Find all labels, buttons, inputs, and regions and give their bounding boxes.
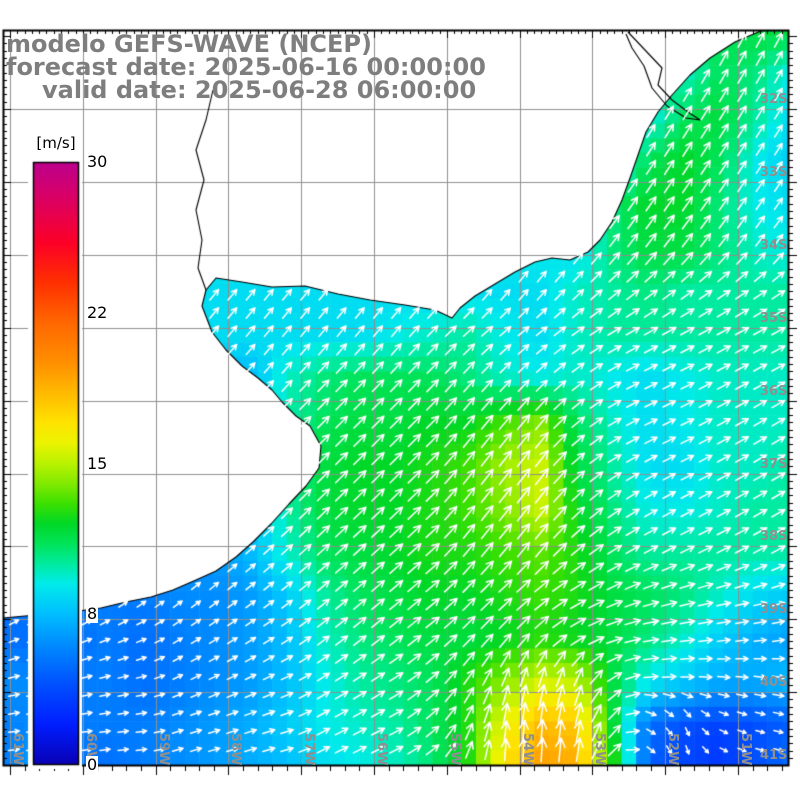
lat-axis-label: 37S	[760, 456, 788, 472]
lat-axis-label: 32S	[760, 92, 788, 107]
colorbar-tick-label: 15	[86, 453, 109, 473]
lon-axis-label: 55W	[446, 733, 462, 766]
lat-axis-label: 38S	[760, 529, 788, 545]
lon-axis-label: 59W	[155, 733, 171, 766]
lon-axis-label: 51W	[738, 733, 753, 766]
forecast-date-label: forecast date: 2025-06-16 00:00:00	[6, 53, 486, 81]
lon-axis-label: 57W	[301, 733, 317, 766]
colorbar-tick-label: 0	[86, 755, 99, 774]
colorbar-tick-label: 8	[86, 604, 99, 624]
lat-axis-label: 36S	[760, 383, 788, 399]
lon-axis-label: 52W	[665, 733, 681, 766]
valid-date-label: valid date: 2025-06-28 06:00:00	[42, 76, 477, 104]
colorbar-unit-label: [m/s]	[36, 134, 76, 152]
lon-axis-label: 61W	[10, 733, 25, 766]
lat-axis-label: 41S	[760, 748, 788, 764]
lon-axis-label: 54W	[519, 733, 535, 766]
colorbar-tick-label: 22	[86, 302, 109, 322]
lon-axis-label: 56W	[374, 733, 389, 766]
lat-axis-label: 39S	[760, 602, 788, 618]
lat-axis-label: 40S	[760, 675, 788, 691]
lon-axis-label: 53W	[592, 733, 608, 766]
lat-axis-label: 35S	[760, 310, 788, 326]
lat-axis-label: 34S	[760, 237, 788, 253]
colorbar-tick-label: 30	[86, 152, 109, 171]
lon-axis-label: 58W	[228, 733, 244, 766]
page-title: modelo GEFS-WAVE (NCEP)	[6, 30, 372, 58]
lat-axis-label: 33S	[760, 164, 788, 180]
